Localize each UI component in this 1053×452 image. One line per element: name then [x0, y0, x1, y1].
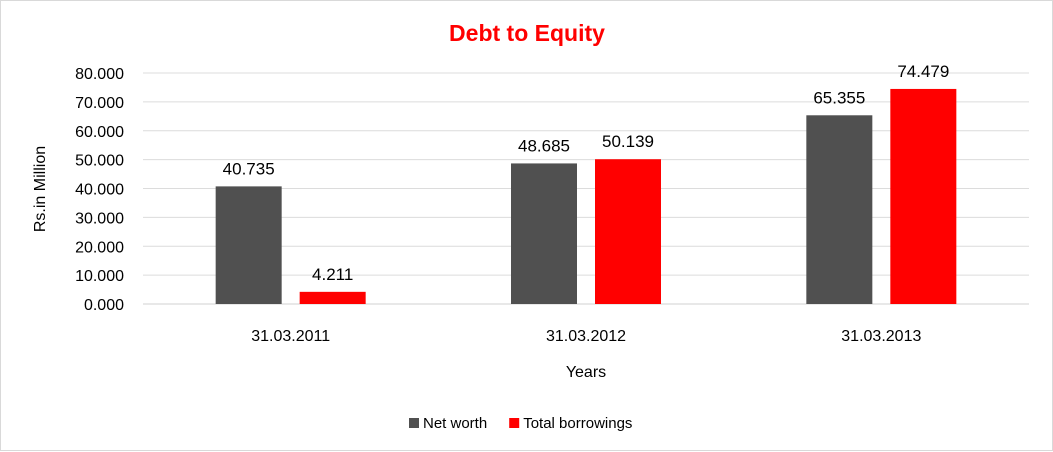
bars	[215, 88, 957, 304]
y-tick-label: 70.000	[75, 95, 124, 112]
data-label: 65.355	[813, 88, 865, 107]
y-tick-label: 20.000	[75, 239, 124, 256]
data-label: 48.685	[518, 136, 570, 155]
y-tick-label: 80.000	[75, 66, 124, 83]
y-tick-label: 60.000	[75, 124, 124, 141]
bar-total-borrowings	[890, 88, 957, 304]
data-label: 40.735	[223, 159, 275, 178]
legend-swatch	[409, 418, 419, 428]
data-label: 50.139	[602, 132, 654, 151]
gridlines	[143, 72, 1029, 305]
bar-net-worth	[806, 115, 873, 304]
data-label: 4.211	[312, 265, 353, 284]
y-tick-label: 40.000	[75, 182, 124, 199]
y-tick-label: 30.000	[75, 210, 124, 227]
y-axis-ticks: 0.000 10.000 20.000 30.000 40.000 50.000 60.00…	[75, 66, 124, 314]
x-tick-label: 31.03.2011	[251, 328, 330, 345]
bar-net-worth	[215, 186, 282, 304]
bar-net-worth	[511, 163, 577, 304]
bar-total-borrowings	[595, 159, 661, 304]
data-label: 74.479	[897, 62, 949, 81]
y-tick-label: 0.000	[84, 297, 124, 314]
x-tick-label: 31.03.2012	[546, 328, 626, 345]
data-labels: 40.735 4.211 48.685 50.139 65.355 74.479	[223, 62, 950, 284]
bar-total-borrowings	[299, 291, 366, 304]
y-tick-label: 10.000	[75, 268, 124, 285]
legend-label: Total borrowings	[523, 415, 632, 432]
x-axis-label: Years	[566, 364, 606, 381]
chart-title: Debt to Equity	[449, 20, 605, 46]
legend-label: Net worth	[423, 415, 487, 432]
x-tick-label: 31.03.2013	[841, 328, 921, 345]
legend: Net worth Total borrowings	[409, 415, 632, 432]
y-axis-label: Rs.in Million	[32, 146, 49, 232]
x-axis-ticks: 31.03.2011 31.03.2012 31.03.2013	[251, 328, 921, 345]
legend-swatch	[509, 418, 520, 428]
y-tick-label: 50.000	[75, 153, 124, 170]
